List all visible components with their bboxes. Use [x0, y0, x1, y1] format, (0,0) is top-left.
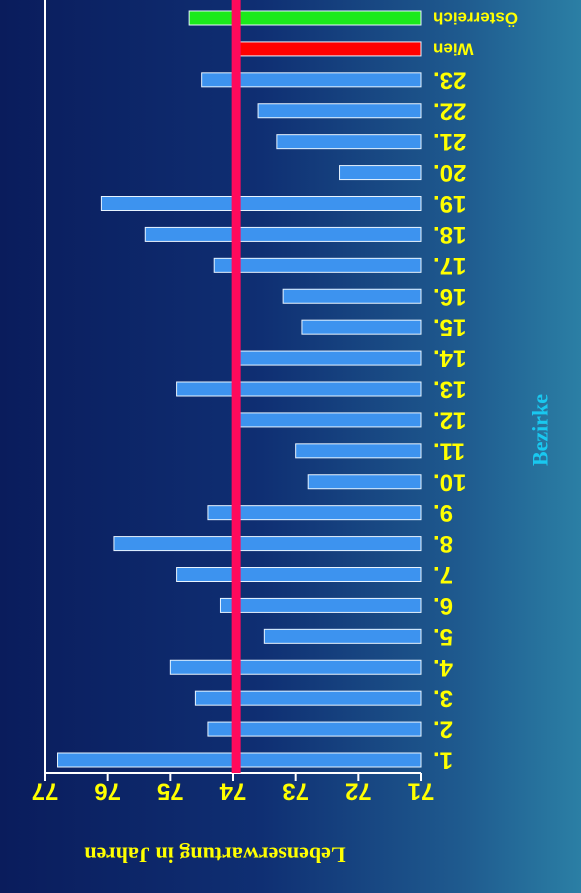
category-label-wien: Wien: [433, 39, 473, 58]
bar-wien: [232, 41, 422, 57]
category-label-16: 16.: [433, 283, 466, 310]
bar-21: [276, 134, 422, 150]
category-label-21: 21.: [433, 128, 466, 155]
bar-8: [113, 536, 422, 552]
bar-20: [339, 165, 422, 181]
tick-labels-group: 71 72 73 74 75 76 77: [32, 778, 435, 805]
category-label-7: 7.: [433, 561, 453, 588]
tick-label-72: 72: [345, 778, 372, 805]
category-label-4: 4.: [433, 654, 453, 681]
category-label-5: 5.: [433, 623, 453, 650]
category-labels-group: 1. 2. 3. 4. 5. 6. 7. 8. 9. 10. 11. 12. 13. 14. 15. 16. 1…: [433, 9, 518, 774]
category-label-10: 10.: [433, 468, 466, 495]
tick-label-77: 77: [32, 778, 59, 805]
bar-15: [301, 319, 422, 335]
bars-group: [57, 10, 422, 768]
bar-17: [213, 257, 422, 273]
category-label-1: 1.: [433, 747, 453, 774]
bar-7: [176, 567, 422, 582]
category-label-22: 22.: [433, 97, 466, 124]
tick-label-75: 75: [157, 778, 184, 805]
bar-13: [176, 381, 422, 397]
category-label-18: 18.: [433, 221, 466, 248]
category-label-3: 3.: [433, 685, 453, 712]
bar-6: [219, 597, 422, 613]
category-label-23: 23.: [433, 66, 466, 93]
tick-label-74: 74: [219, 778, 246, 805]
category-label-13: 13.: [433, 376, 466, 403]
bar-14: [238, 350, 422, 366]
category-label--sterreich: Österreich: [433, 9, 518, 28]
tick-label-71: 71: [408, 778, 435, 805]
tick-label-76: 76: [94, 778, 121, 805]
bar-9: [207, 505, 422, 521]
tick-marks-group: [44, 773, 422, 781]
bar-19: [100, 196, 422, 211]
bar-16: [282, 288, 422, 304]
bar-5: [263, 628, 422, 644]
y-axis-title: Bezirke: [528, 394, 553, 466]
category-label-8: 8.: [433, 530, 453, 557]
category-label-11: 11.: [433, 437, 465, 464]
bar-12: [238, 412, 422, 428]
bar-18: [144, 226, 422, 242]
bar-3: [194, 690, 422, 706]
bar--sterreich: [188, 10, 422, 26]
bar-2: [207, 721, 422, 737]
bar-22: [257, 103, 422, 119]
category-label-17: 17.: [433, 252, 466, 279]
category-label-6: 6.: [433, 592, 453, 619]
category-label-9: 9.: [433, 499, 453, 526]
bar-4: [169, 659, 422, 675]
category-label-19: 19.: [433, 190, 466, 217]
bar-10: [307, 474, 422, 490]
bar-11: [295, 443, 422, 459]
category-label-20: 20.: [433, 159, 466, 186]
category-label-12: 12.: [433, 406, 466, 433]
category-label-14: 14.: [433, 345, 466, 372]
x-axis-title: Lebenserwartung in Jahren: [84, 843, 345, 868]
category-label-2: 2.: [433, 716, 453, 743]
tick-label-73: 73: [282, 778, 309, 805]
category-label-15: 15.: [433, 314, 466, 341]
bar-23: [201, 72, 422, 88]
